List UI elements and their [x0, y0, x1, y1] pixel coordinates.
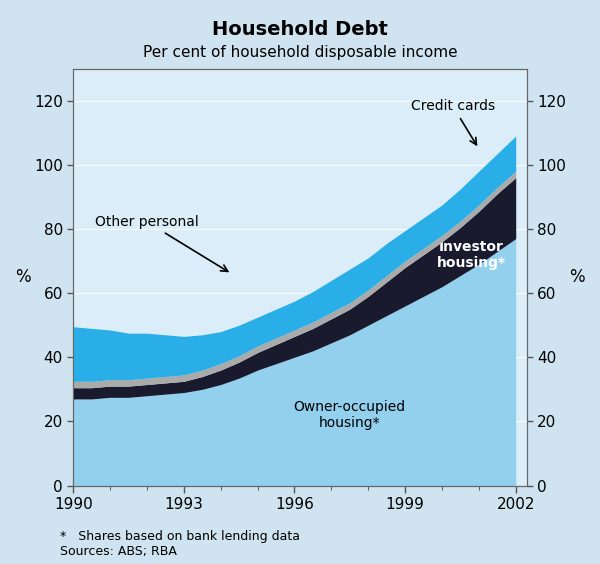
Text: Household Debt: Household Debt [212, 20, 388, 39]
Text: Credit cards: Credit cards [411, 99, 495, 145]
Text: Other personal: Other personal [95, 215, 228, 271]
Y-axis label: %: % [15, 268, 31, 286]
Text: Owner-occupied
housing*: Owner-occupied housing* [294, 400, 406, 430]
Text: Investor
housing*: Investor housing* [437, 240, 506, 270]
Text: Sources: ABS; RBA: Sources: ABS; RBA [60, 545, 177, 558]
Y-axis label: %: % [569, 268, 585, 286]
Text: *   Shares based on bank lending data: * Shares based on bank lending data [60, 530, 300, 543]
Text: Per cent of household disposable income: Per cent of household disposable income [143, 45, 457, 60]
